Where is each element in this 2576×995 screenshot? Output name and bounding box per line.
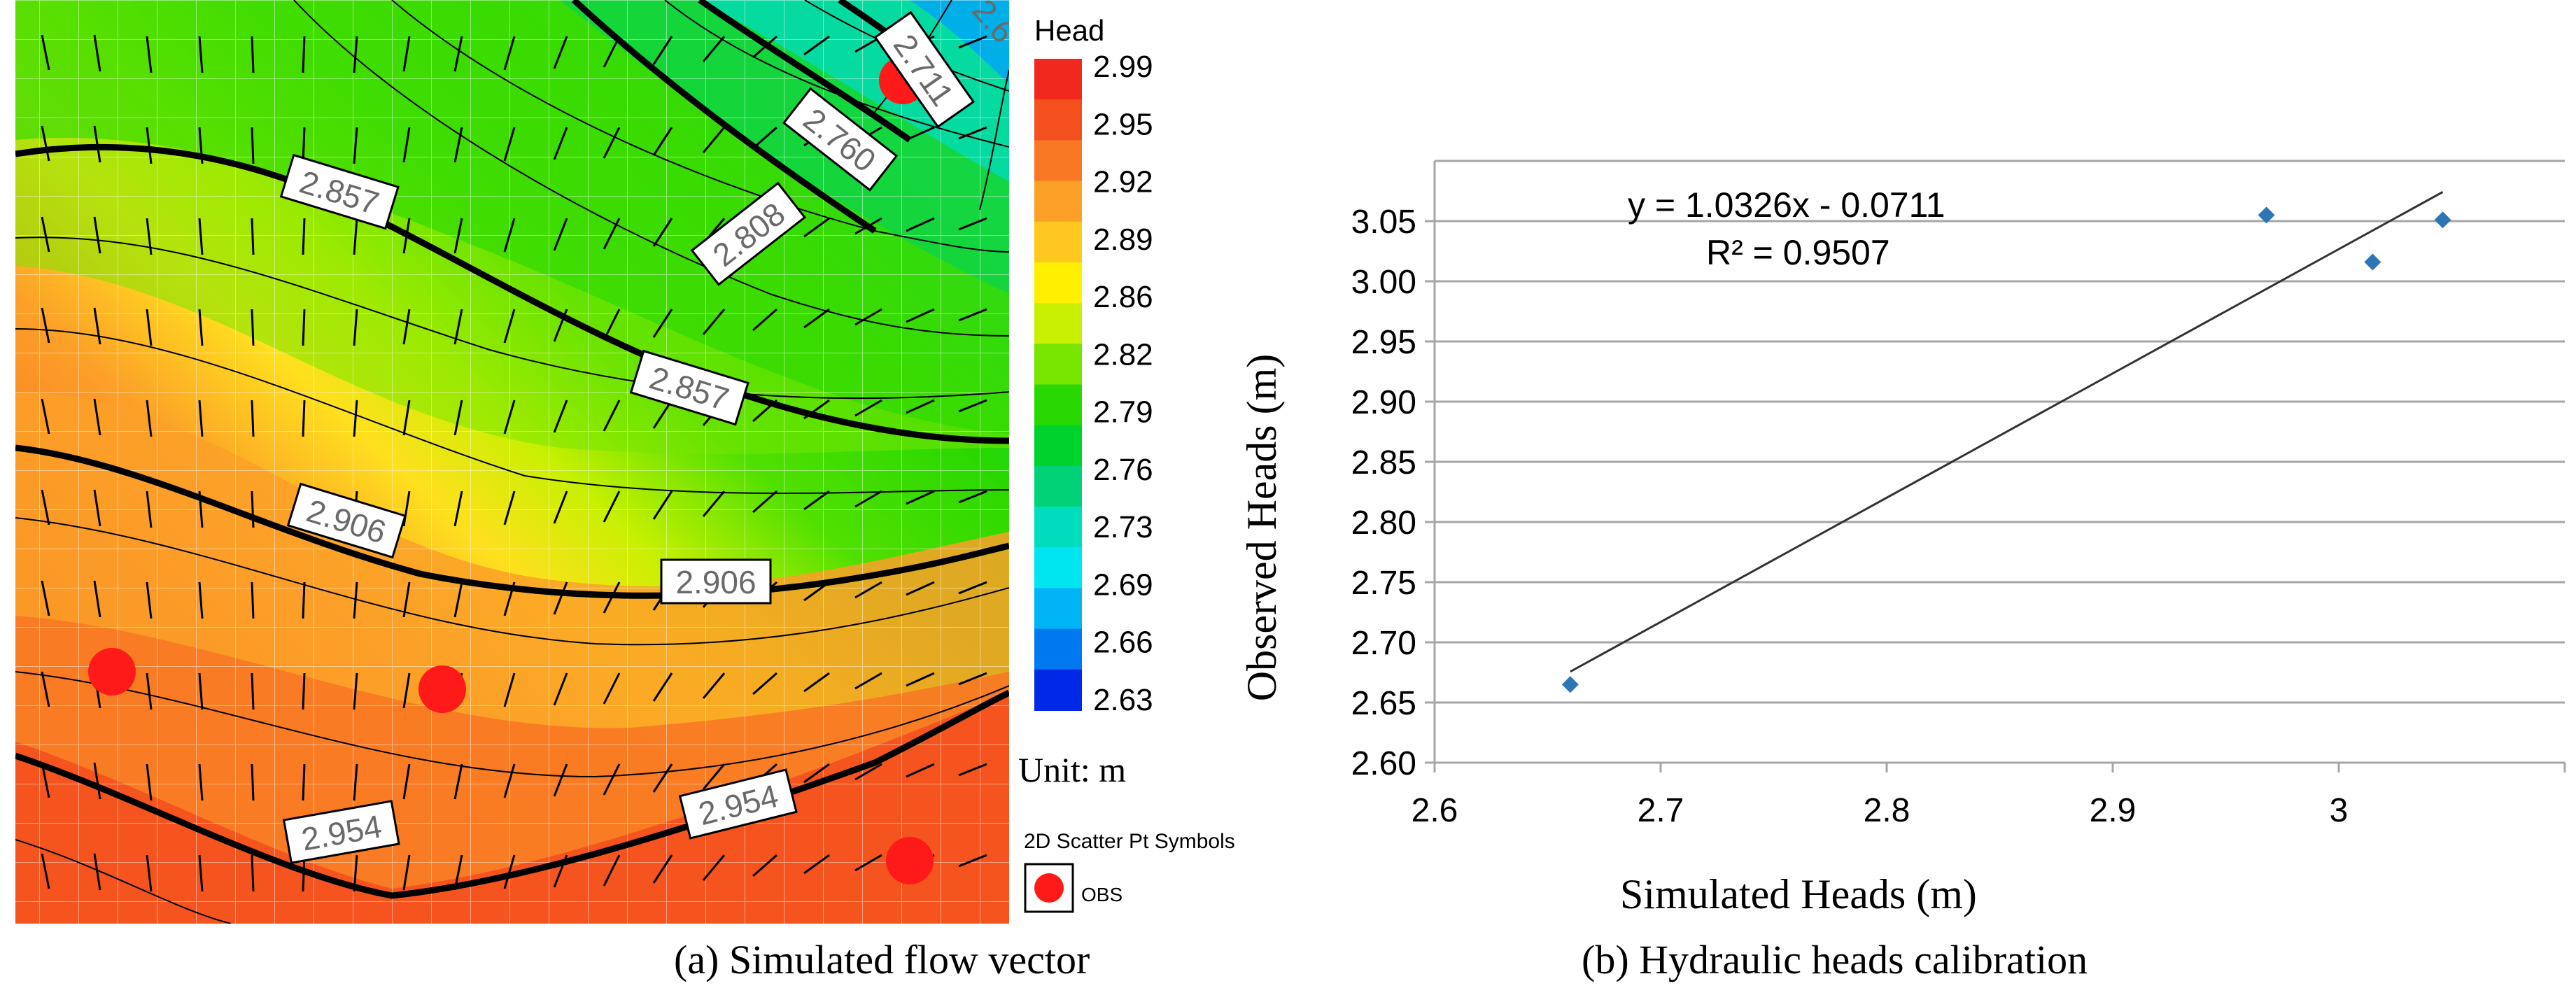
legend-tick-label: 2.63	[1093, 683, 1153, 717]
flow-vectors	[41, 34, 988, 893]
x-axis-label: Simulated Heads (m)	[1620, 871, 1977, 917]
legend-swatch	[1034, 344, 1082, 386]
obs-symbol-icon	[1034, 873, 1064, 903]
x-tick-label: 2.9	[2090, 792, 2137, 829]
legend-tick-label: 2.76	[1093, 453, 1153, 487]
data-point	[2434, 211, 2451, 229]
y-tick-label: 2.90	[1351, 384, 1416, 421]
legend-tick-label: 2.69	[1093, 567, 1153, 602]
legend-swatch	[1034, 221, 1082, 263]
y-tick-label: 2.60	[1351, 745, 1416, 782]
legend-swatch	[1034, 140, 1082, 182]
obs-symbol-label: OBS	[1081, 884, 1122, 905]
legend-tick-label: 2.73	[1093, 510, 1153, 544]
r-squared: R² = 0.9507	[1706, 233, 1890, 272]
flow-vector-panel: 2.711 2.760 2.808 2.857 2.857	[15, 0, 1235, 982]
trendline	[1570, 191, 2444, 673]
legend-tick-label: 2.92	[1093, 165, 1153, 199]
y-tick-labels: 2.60 2.65 2.70 2.75 2.80 2.85 2.90 2.95 3.00 3.05	[1351, 204, 1416, 782]
y-tick-label: 2.95	[1351, 324, 1416, 361]
y-tick-label: 3.05	[1351, 204, 1416, 241]
data-point	[1561, 676, 1579, 693]
legend-swatch	[1034, 425, 1082, 467]
legend-swatch	[1034, 507, 1082, 549]
x-tick-label: 2.6	[1412, 792, 1458, 829]
caption-left: (a) Simulated flow vector	[674, 937, 1090, 982]
legend-swatch	[1034, 99, 1082, 141]
caption-right: (b) Hydraulic heads calibration	[1582, 937, 2088, 982]
contour-label: 2.906	[675, 564, 756, 600]
legend-colorbar	[1034, 59, 1082, 711]
y-tick-label: 2.65	[1351, 685, 1416, 722]
y-axis-label: Observed Heads (m)	[1239, 354, 1285, 702]
y-tick-label: 2.75	[1351, 565, 1416, 602]
x-tick-label: 3	[2330, 792, 2349, 829]
legend-tick-label: 2.99	[1093, 50, 1153, 84]
calibration-axes	[1433, 161, 2566, 772]
y-tick-label: 2.80	[1351, 504, 1416, 542]
legend-swatch	[1034, 384, 1082, 426]
legend-unit: Unit: m	[1018, 750, 1126, 789]
obs-point	[886, 837, 934, 884]
legend-tick-label: 2.66	[1093, 626, 1153, 660]
x-tick-label: 2.7	[1638, 792, 1684, 829]
calibration-chart: 2.60 2.65 2.70 2.75 2.80 2.85 2.90 2.95 3.00 3.05…	[1239, 160, 2566, 917]
legend-swatch	[1034, 588, 1082, 630]
legend-tick-label: 2.89	[1093, 223, 1153, 257]
data-point	[2364, 253, 2381, 271]
legend-swatch	[1034, 181, 1082, 223]
legend-swatch	[1034, 669, 1082, 711]
head-legend: Head 2.99 2.95 2.92 2.89 2.86 2.82 2.79 2.76 2.7…	[1018, 14, 1235, 913]
y-tick-label: 2.70	[1351, 625, 1416, 662]
legend-tick-label: 2.86	[1093, 280, 1153, 314]
legend-swatch	[1034, 547, 1082, 589]
obs-point	[88, 648, 136, 696]
legend-swatch	[1034, 303, 1082, 345]
legend-swatch	[1034, 59, 1082, 101]
obs-point	[418, 665, 466, 713]
symbols-title: 2D Scatter Pt Symbols	[1024, 830, 1235, 853]
y-tick-label: 3.00	[1351, 264, 1416, 301]
contour-map: 2.711 2.760 2.808 2.857 2.857	[15, 0, 1235, 924]
x-tick-label: 2.8	[1864, 792, 1910, 829]
legend-tick-label: 2.95	[1093, 107, 1153, 141]
y-tick-label: 2.85	[1351, 444, 1416, 481]
calibration-gridlines	[1425, 160, 2565, 764]
data-point	[2258, 206, 2275, 224]
legend-swatch	[1034, 465, 1082, 508]
trend-equation: y = 1.0326x - 0.0711	[1628, 185, 1945, 225]
legend-tick-label: 2.79	[1093, 395, 1153, 430]
x-tick-labels: 2.6 2.7 2.8 2.9 3	[1412, 792, 2349, 829]
legend-tick-label: 2.82	[1093, 337, 1153, 372]
legend-swatch	[1034, 628, 1082, 670]
legend-title: Head	[1034, 14, 1104, 47]
legend-swatch	[1034, 262, 1082, 304]
data-points	[1561, 206, 2451, 693]
